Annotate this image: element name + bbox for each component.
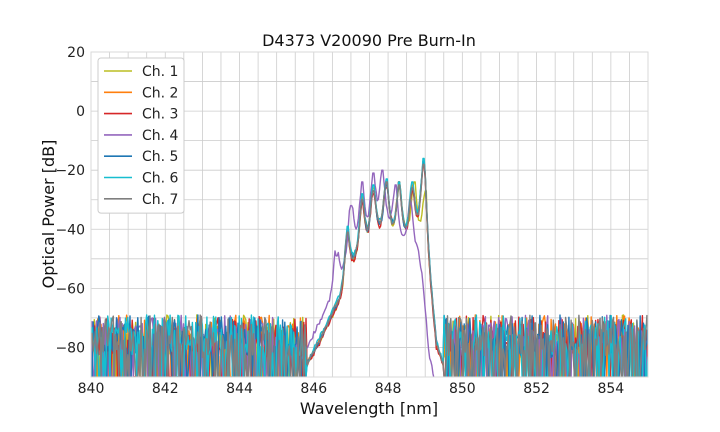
y-tick-label: 20 — [67, 45, 85, 61]
legend-box — [97, 57, 185, 214]
y-tick-label: −20 — [55, 163, 85, 179]
chart-title: D4373 V20090 Pre Burn-In — [262, 31, 476, 50]
legend-label: Ch. 2 — [142, 85, 178, 101]
x-tick-label: 846 — [300, 381, 327, 397]
x-tick-label: 848 — [375, 381, 402, 397]
x-tick-label: 844 — [226, 381, 253, 397]
x-tick-label: 852 — [523, 381, 550, 397]
legend-label: Ch. 3 — [142, 107, 178, 123]
x-tick-label: 840 — [78, 381, 105, 397]
y-tick-label: −60 — [55, 281, 85, 297]
legend-label: Ch. 5 — [142, 149, 178, 165]
legend-label: Ch. 4 — [142, 128, 179, 144]
legend-label: Ch. 1 — [142, 64, 178, 80]
y-axis-label: Optical Power [dB] — [39, 140, 58, 289]
y-tick-labels: 20 0 −20 −40 −60 −80 — [55, 45, 85, 356]
series-lines — [91, 157, 648, 377]
legend: Ch. 1 Ch. 2 Ch. 3 Ch. 4 Ch. 5 Ch. 6 Ch. 7 — [97, 57, 185, 214]
legend-label: Ch. 6 — [142, 171, 179, 187]
plot-frame — [90, 51, 649, 378]
x-tick-label: 854 — [597, 381, 624, 397]
x-axis-label: Wavelength [nm] — [300, 399, 438, 418]
series-line-7 — [91, 163, 648, 377]
y-tick-label: 0 — [76, 104, 85, 120]
y-tick-label: −40 — [55, 222, 85, 238]
x-tick-label: 850 — [449, 381, 476, 397]
y-tick-label: −80 — [55, 340, 85, 356]
x-tick-label: 842 — [152, 381, 179, 397]
legend-label: Ch. 7 — [142, 192, 178, 208]
x-tick-labels: 840 842 844 846 848 850 852 854 — [78, 381, 625, 397]
